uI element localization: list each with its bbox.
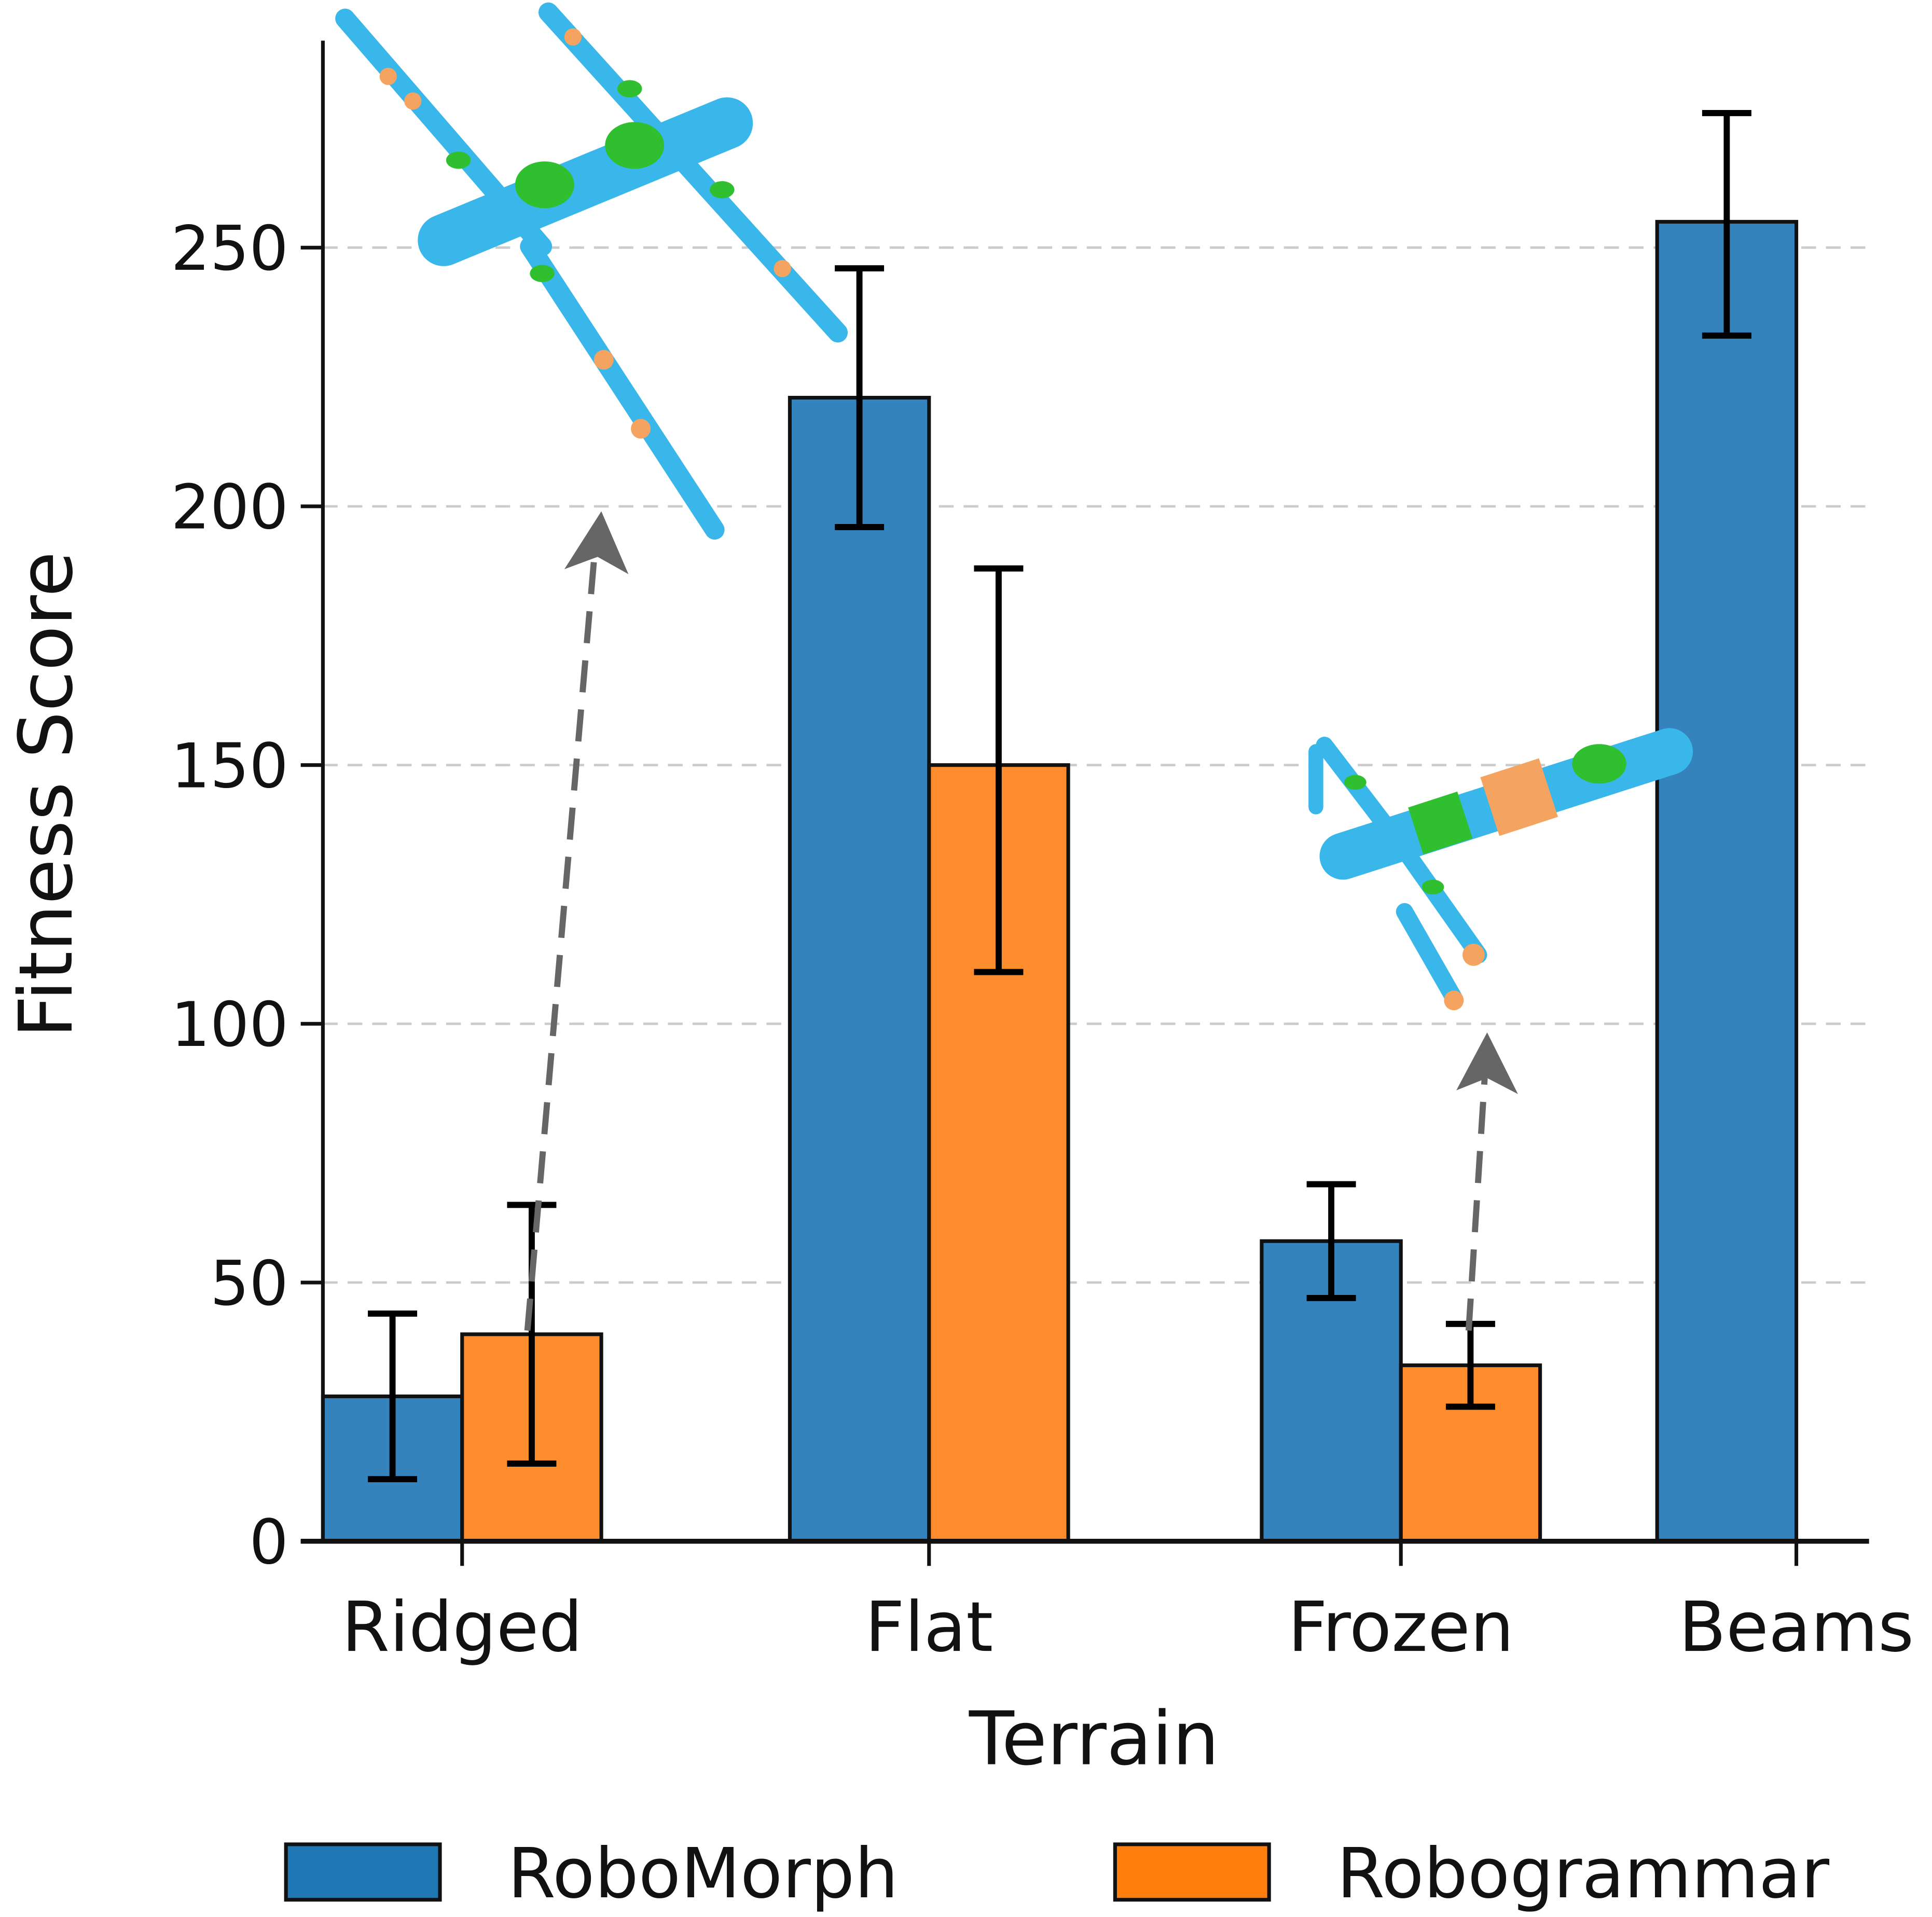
bar-robomorph-beams xyxy=(1655,219,1799,1543)
x-tick-label: Flat xyxy=(865,1588,993,1667)
legend-label-robogrammar: Robogrammar xyxy=(1337,1834,1830,1914)
x-axis-label: Terrain xyxy=(969,1696,1219,1782)
arrow-line-frozen xyxy=(1465,1078,1488,1331)
robot-illustration-frozen xyxy=(1308,728,1693,1011)
arrow-line-ridged xyxy=(524,560,597,1331)
arrowhead-icon xyxy=(1456,1032,1518,1094)
y-tick-label: 200 xyxy=(171,472,288,544)
legend-swatch-robomorph xyxy=(284,1842,442,1902)
bars xyxy=(321,219,1799,1543)
y-tick-label: 100 xyxy=(171,989,288,1061)
y-tick-label: 150 xyxy=(171,730,288,802)
y-axis-label: Fitness Score xyxy=(3,551,89,1038)
bar-robomorph-flat xyxy=(788,395,931,1543)
x-tick-label: Frozen xyxy=(1288,1588,1514,1667)
dashed-arrows xyxy=(524,560,1488,1331)
legend-swatch-robogrammar xyxy=(1113,1842,1271,1902)
axes: 0 50 100 150 200 250 Ridged Flat Frozen Beams xyxy=(171,40,1914,1667)
error-bars xyxy=(368,110,1751,1482)
arrowhead-icon xyxy=(564,511,629,574)
y-tick-label: 50 xyxy=(210,1248,288,1320)
gridlines xyxy=(323,246,1869,1284)
y-tick-label: 250 xyxy=(171,213,288,285)
y-tick-label: 0 xyxy=(249,1507,288,1578)
x-tick-label: Ridged xyxy=(342,1588,583,1667)
robot-illustration-ridged xyxy=(335,2,848,540)
legend: RoboMorph Robogrammar xyxy=(284,1834,1830,1914)
legend-label-robomorph: RoboMorph xyxy=(508,1834,899,1914)
x-tick-label: Beams xyxy=(1679,1588,1914,1667)
